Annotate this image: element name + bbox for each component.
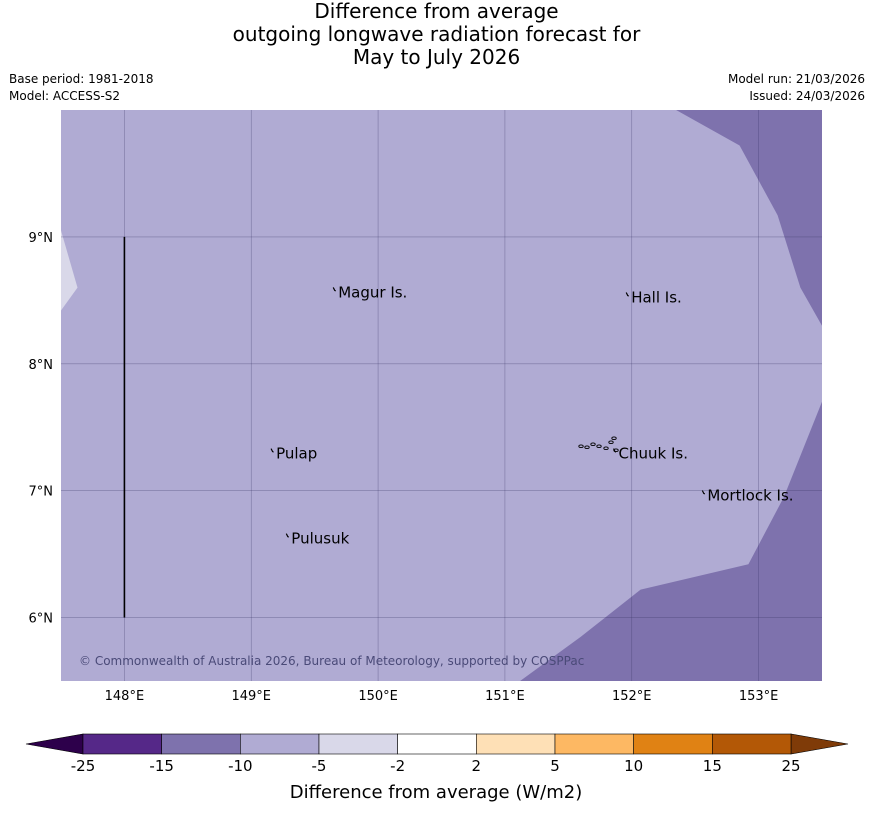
lat-tick-label: 8°N <box>29 358 54 373</box>
colorbar-swatch <box>82 733 162 755</box>
place-label: Chuuk Is. <box>619 445 688 463</box>
copyright-text: © Commonwealth of Australia 2026, Bureau… <box>79 654 584 668</box>
colorbar-tick-label: 5 <box>550 757 560 775</box>
lon-tick-label: 151°E <box>485 689 525 704</box>
chuuk-islet <box>608 440 614 445</box>
colorbar-tick-label: -25 <box>71 757 96 775</box>
anomaly-region-0 <box>676 110 822 326</box>
issued-date: Issued: 24/03/2026 <box>749 89 865 103</box>
colorbar-tick-label: 10 <box>624 757 643 775</box>
anomaly-region-2 <box>61 230 78 311</box>
meta-left: Base period: 1981-2018 Model: ACCESS-S2 <box>9 71 154 105</box>
model-name: Model: ACCESS-S2 <box>9 89 121 103</box>
place-label: Pulusuk <box>291 530 349 548</box>
meta-right: Model run: 21/03/2026 Issued: 24/03/2026 <box>728 71 865 105</box>
place-label: Pulap <box>276 445 317 463</box>
title-line-3: May to July 2026 <box>352 45 521 69</box>
axis-labels: 148°E 149°E 150°E 151°E 152°E 153°E 9°N 8°N 7°N 6… <box>29 231 779 704</box>
lon-tick-label: 150°E <box>358 689 398 704</box>
chuuk-islet <box>603 446 609 451</box>
colorbar-tick-label: 2 <box>472 757 482 775</box>
colorbar-tick-label: 25 <box>781 757 800 775</box>
lat-tick-label: 7°N <box>29 485 54 500</box>
colorbar-extend-low <box>25 733 84 755</box>
island-outline <box>270 448 274 453</box>
model-run: Model run: 21/03/2026 <box>727 72 865 86</box>
colorbar-tick-label: -5 <box>312 757 327 775</box>
chuuk-islet <box>590 442 596 447</box>
island-outline <box>332 287 336 292</box>
lat-tick-label: 9°N <box>29 231 54 246</box>
chuuk-islet <box>578 444 584 449</box>
title-line-1: Difference from average <box>314 0 559 23</box>
colorbar-extend-high <box>790 733 849 755</box>
lon-tick-label: 148°E <box>105 689 145 704</box>
colorbar-title: Difference from average (W/m2) <box>290 782 582 803</box>
lon-tick-label: 149°E <box>231 689 271 704</box>
anomaly-region-1 <box>520 401 822 681</box>
place-labels: Magur Is. Hall Is. Pulap Chuuk Is. Mortlock … <box>270 283 794 548</box>
colorbar-tick-label: 15 <box>703 757 722 775</box>
lon-tick-label: 153°E <box>739 689 779 704</box>
colorbar-swatch <box>240 733 320 755</box>
map-panel: Magur Is. Hall Is. Pulap Chuuk Is. Mortlock … <box>61 110 822 681</box>
colorbar-swatch <box>712 733 792 755</box>
colorbar-swatch <box>554 733 634 755</box>
place-label: Hall Is. <box>631 289 682 307</box>
chuuk-islet <box>584 445 590 450</box>
chart-title: Difference from average outgoing longwav… <box>0 0 873 69</box>
colorbar-swatch <box>397 733 477 755</box>
colorbar-tick-label: -2 <box>390 757 405 775</box>
anomaly-regions <box>61 110 822 681</box>
lat-tick-label: 6°N <box>29 612 54 627</box>
title-line-2: outgoing longwave radiation forecast for <box>232 22 641 46</box>
chuuk-islet <box>613 448 619 453</box>
colorbar-swatch <box>633 733 713 755</box>
colorbar-tick-label: -10 <box>228 757 253 775</box>
chuuk-islet <box>596 444 602 449</box>
place-label: Magur Is. <box>338 283 407 301</box>
island-outline <box>701 490 706 495</box>
place-label: Mortlock Is. <box>707 486 793 504</box>
base-period: Base period: 1981-2018 <box>9 72 154 86</box>
lon-tick-label: 152°E <box>612 689 652 704</box>
colorbar-tick-label: -15 <box>149 757 174 775</box>
chuuk-islet <box>611 436 617 441</box>
island-outline <box>625 292 629 297</box>
colorbar-swatch <box>161 733 241 755</box>
colorbar-swatch <box>318 733 398 755</box>
island-outline <box>285 533 290 538</box>
colorbar-swatch <box>476 733 556 755</box>
